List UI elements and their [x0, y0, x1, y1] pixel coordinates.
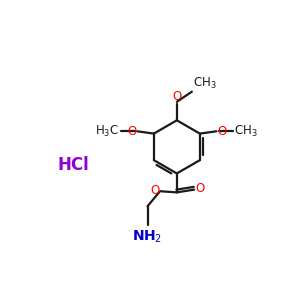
Text: HCl: HCl — [57, 156, 89, 174]
Text: O: O — [172, 90, 182, 103]
Text: O: O — [195, 182, 204, 195]
Text: CH$_3$: CH$_3$ — [193, 76, 216, 91]
Text: NH$_2$: NH$_2$ — [132, 229, 163, 245]
Text: O: O — [150, 184, 160, 197]
Text: O: O — [127, 125, 136, 138]
Text: H$_3$C: H$_3$C — [95, 124, 119, 139]
Text: CH$_3$: CH$_3$ — [234, 124, 258, 139]
Text: O: O — [217, 125, 226, 138]
